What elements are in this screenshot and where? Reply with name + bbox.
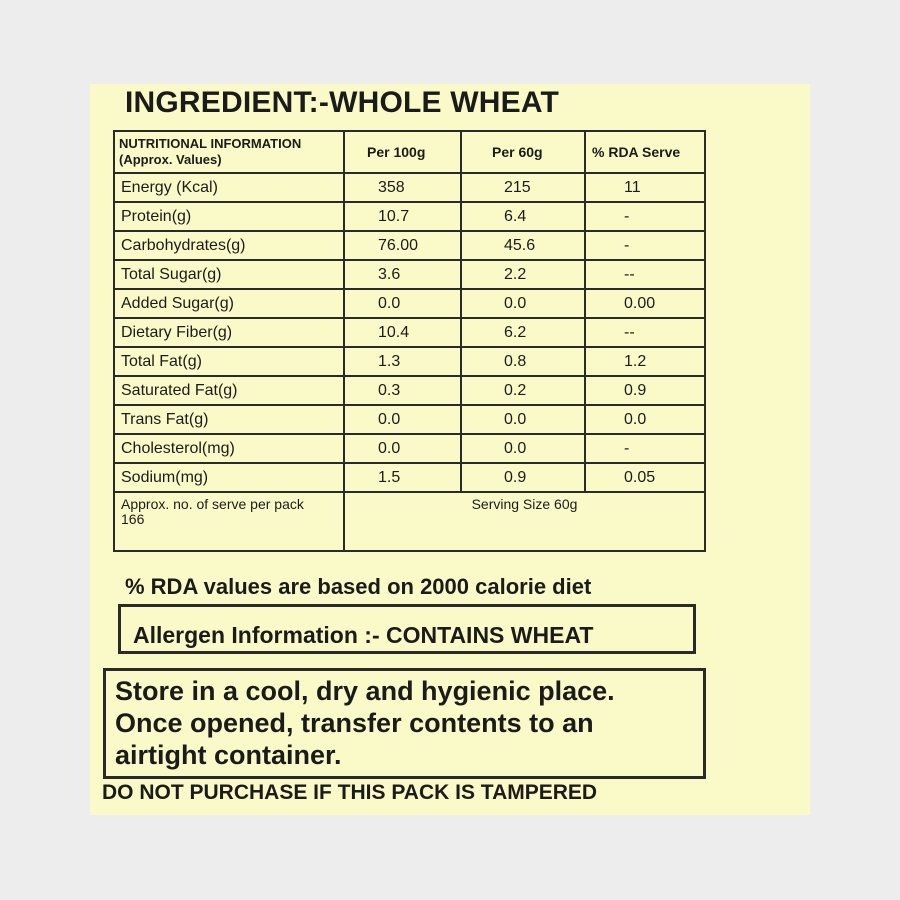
- table-row: Total Sugar(g) 3.6 2.2 --: [113, 259, 706, 290]
- rda-value: 0.00: [584, 288, 706, 319]
- serve-per-pack-label: Approx. no. of serve per pack: [121, 496, 304, 512]
- per-100g-value: 3.6: [343, 259, 462, 290]
- per-60g-value: 0.0: [460, 404, 586, 435]
- per-60g-value: 0.8: [460, 346, 586, 377]
- per-60g-value: 2.2: [460, 259, 586, 290]
- table-row: Total Fat(g) 1.3 0.8 1.2: [113, 346, 706, 377]
- per-100g-value: 0.3: [343, 375, 462, 406]
- rda-value: 0.0: [584, 404, 706, 435]
- table-row: Saturated Fat(g) 0.3 0.2 0.9: [113, 375, 706, 406]
- nutrient-name: Saturated Fat(g): [113, 375, 345, 406]
- per-60g-value: 45.6: [460, 230, 586, 261]
- per-100g-value: 0.0: [343, 404, 462, 435]
- table-row: Protein(g) 10.7 6.4 -: [113, 201, 706, 232]
- per-100g-value: 10.7: [343, 201, 462, 232]
- rda-value: 11: [584, 172, 706, 203]
- table-row: Sodium(mg) 1.5 0.9 0.05: [113, 462, 706, 493]
- rda-value: 0.05: [584, 462, 706, 493]
- table-row: Carbohydrates(g) 76.00 45.6 -: [113, 230, 706, 261]
- serve-per-pack-cell: Approx. no. of serve per pack 166: [113, 491, 345, 552]
- header-nutritional-info: NUTRITIONAL INFORMATION (Approx. Values): [113, 130, 345, 174]
- table-row: Added Sugar(g) 0.0 0.0 0.00: [113, 288, 706, 319]
- nutrient-name: Protein(g): [113, 201, 345, 232]
- nutrient-name: Sodium(mg): [113, 462, 345, 493]
- nutrient-name: Energy (Kcal): [113, 172, 345, 203]
- rda-value: 1.2: [584, 346, 706, 377]
- table-row: Trans Fat(g) 0.0 0.0 0.0: [113, 404, 706, 435]
- storage-instructions: Store in a cool, dry and hygienic place.…: [103, 668, 706, 779]
- table-row: Dietary Fiber(g) 10.4 6.2 --: [113, 317, 706, 348]
- rda-value: -: [584, 433, 706, 464]
- per-60g-value: 0.9: [460, 462, 586, 493]
- nutrient-name: Total Sugar(g): [113, 259, 345, 290]
- table-header-row: NUTRITIONAL INFORMATION (Approx. Values)…: [113, 130, 706, 174]
- rda-value: --: [584, 317, 706, 348]
- per-100g-value: 1.3: [343, 346, 462, 377]
- allergen-info: Allergen Information :- CONTAINS WHEAT: [118, 604, 696, 654]
- nutrient-name: Total Fat(g): [113, 346, 345, 377]
- serve-per-pack-count: 166: [121, 511, 145, 527]
- per-100g-value: 1.5: [343, 462, 462, 493]
- nutrition-table: NUTRITIONAL INFORMATION (Approx. Values)…: [113, 130, 706, 552]
- rda-value: --: [584, 259, 706, 290]
- storage-line: Once opened, transfer contents to an: [115, 708, 594, 738]
- serving-size: Serving Size 60g: [343, 491, 706, 552]
- table-row: Cholesterol(mg) 0.0 0.0 -: [113, 433, 706, 464]
- per-100g-value: 0.0: [343, 433, 462, 464]
- tamper-warning: DO NOT PURCHASE IF THIS PACK IS TAMPERED: [102, 781, 598, 804]
- per-60g-value: 0.0: [460, 288, 586, 319]
- serve-row: Approx. no. of serve per pack 166 Servin…: [113, 491, 706, 552]
- ingredient-title: INGREDIENT:-WHOLE WHEAT: [125, 86, 560, 119]
- per-60g-value: 0.0: [460, 433, 586, 464]
- per-100g-value: 10.4: [343, 317, 462, 348]
- table-row: Energy (Kcal) 358 215 11: [113, 172, 706, 203]
- rda-value: -: [584, 201, 706, 232]
- storage-line: Store in a cool, dry and hygienic place.: [115, 676, 615, 706]
- rda-value: -: [584, 230, 706, 261]
- per-60g-value: 6.2: [460, 317, 586, 348]
- header-subtitle: (Approx. Values): [119, 152, 222, 167]
- per-100g-value: 76.00: [343, 230, 462, 261]
- rda-value: 0.9: [584, 375, 706, 406]
- rda-note: % RDA values are based on 2000 calorie d…: [125, 574, 592, 599]
- storage-line: airtight container.: [115, 740, 342, 770]
- header-per-100g: Per 100g: [343, 130, 462, 174]
- nutrient-name: Added Sugar(g): [113, 288, 345, 319]
- per-100g-value: 358: [343, 172, 462, 203]
- nutrient-name: Cholesterol(mg): [113, 433, 345, 464]
- nutrient-name: Carbohydrates(g): [113, 230, 345, 261]
- nutrient-name: Dietary Fiber(g): [113, 317, 345, 348]
- per-60g-value: 215: [460, 172, 586, 203]
- header-title: NUTRITIONAL INFORMATION: [119, 136, 302, 151]
- header-rda-serve: % RDA Serve: [584, 130, 706, 174]
- per-60g-value: 6.4: [460, 201, 586, 232]
- header-per-60g: Per 60g: [460, 130, 586, 174]
- per-100g-value: 0.0: [343, 288, 462, 319]
- nutrient-name: Trans Fat(g): [113, 404, 345, 435]
- per-60g-value: 0.2: [460, 375, 586, 406]
